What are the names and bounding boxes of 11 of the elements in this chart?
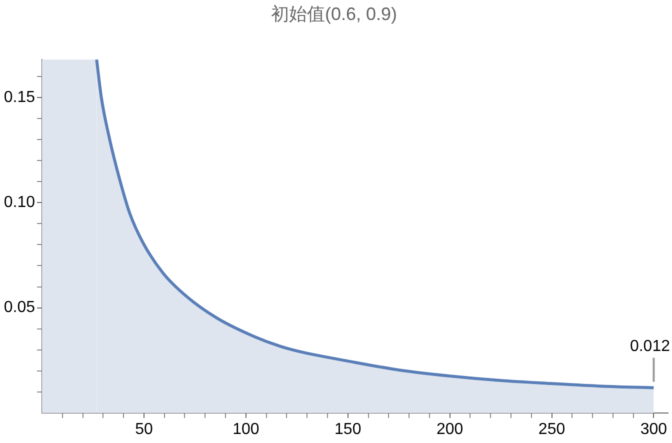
annotation: 0.012 xyxy=(630,338,670,356)
y-tick-label: 0.10 xyxy=(4,194,36,212)
x-tick-label: 50 xyxy=(135,421,153,438)
chart-title: 初始值(0.6, 0.9) xyxy=(270,4,398,24)
x-tick-label: 300 xyxy=(640,421,668,438)
y-tick-label: 0.15 xyxy=(4,88,36,106)
x-tick-label: 150 xyxy=(334,421,362,438)
x-tick-label: 250 xyxy=(538,421,566,438)
y-tick-label: 0.05 xyxy=(4,299,36,316)
x-tick-label: 200 xyxy=(436,421,464,438)
x-tick-label: 100 xyxy=(232,421,260,438)
